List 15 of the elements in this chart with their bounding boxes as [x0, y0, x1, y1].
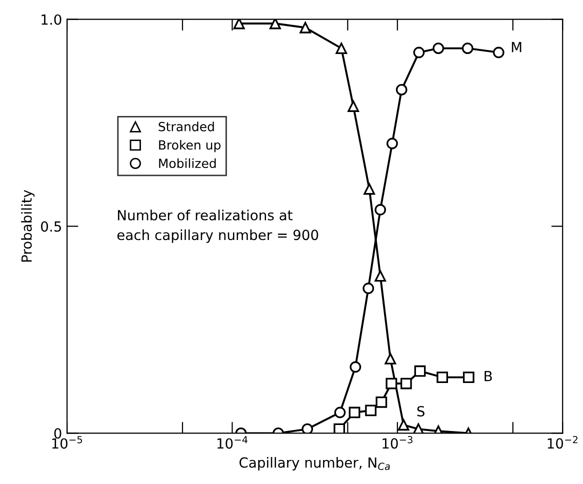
y-tick-label: 0.5	[41, 221, 61, 232]
legend-label: Broken up	[159, 140, 221, 152]
legend-label: Stranded	[158, 122, 214, 132]
x-axis-title: Capillary number, N$_{Ca}$	[239, 457, 390, 470]
y-tick-label: 0	[54, 428, 62, 439]
x-tick-label: 10$^{−3}$	[382, 436, 412, 449]
annotation: B	[484, 371, 492, 382]
y-axis-title: Probability	[21, 190, 35, 262]
y-tick-label: 1.0	[42, 14, 62, 25]
annotation: S	[417, 406, 424, 417]
x-tick-label: 10$^{−2}$	[548, 436, 578, 449]
annotation: Number of realizations at each capillary number = 900	[117, 210, 318, 243]
legend-label: Mobilized	[159, 158, 216, 168]
x-tick-label: 10$^{−4}$	[217, 436, 248, 449]
annotation: M	[512, 42, 522, 52]
